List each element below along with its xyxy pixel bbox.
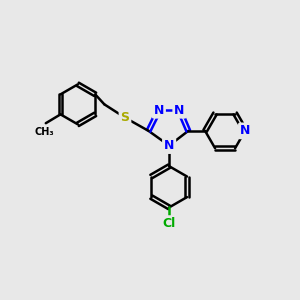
- Text: N: N: [174, 104, 184, 117]
- Text: CH₃: CH₃: [34, 127, 54, 137]
- Text: S: S: [121, 111, 130, 124]
- Text: Cl: Cl: [163, 217, 176, 230]
- Text: N: N: [154, 104, 164, 117]
- Text: N: N: [164, 139, 174, 152]
- Text: N: N: [240, 124, 250, 137]
